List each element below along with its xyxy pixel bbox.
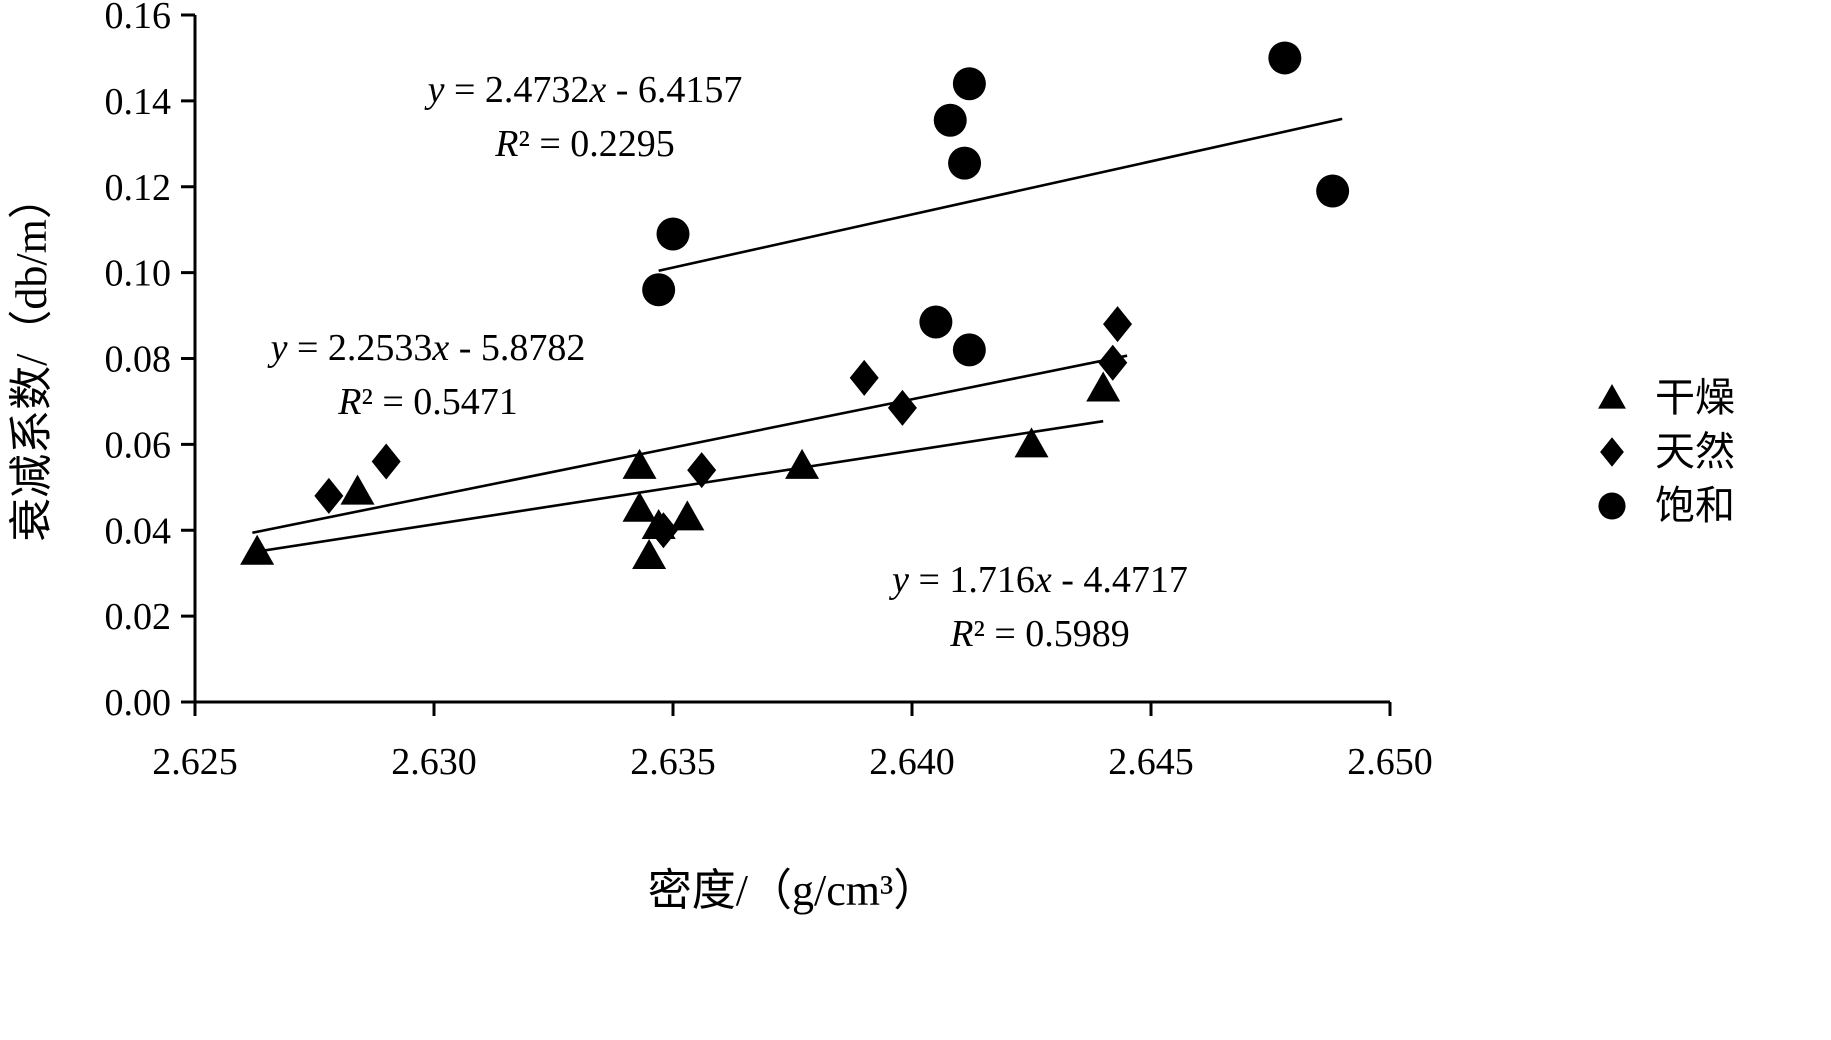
x-tick-label: 2.645 [1108,741,1194,783]
y-tick-label: 0.02 [105,596,172,638]
equation-label: y = 2.2533x - 5.8782 [267,327,586,369]
legend-label: 饱和 [1655,483,1735,528]
data-point-circle [1268,41,1302,75]
y-tick-label: 0.14 [105,81,172,123]
data-point-circle [948,146,982,180]
data-point-triangle [632,539,667,570]
r-squared-label: R² = 0.2295 [494,123,675,165]
data-point-circle [656,217,690,251]
legend-marker-triangle [1598,384,1626,409]
data-point-diamond [371,443,401,480]
y-tick-label: 0.04 [105,510,172,552]
y-tick-label: 0.08 [105,339,172,381]
y-tick-label: 0.16 [105,0,172,37]
y-tick-label: 0.06 [105,424,172,466]
data-point-diamond [314,477,344,514]
r-squared-label: R² = 0.5989 [949,613,1130,655]
data-point-triangle [240,534,275,565]
data-point-circle [642,273,676,307]
data-point-triangle [340,474,375,505]
data-point-diamond [887,389,917,426]
trendline-diamond [252,354,1128,535]
trendline-triangle [252,419,1104,554]
data-point-triangle [1086,371,1121,402]
data-point-triangle [622,448,657,479]
x-tick-label: 2.650 [1347,741,1433,783]
y-axis-title: 衰减系数/（db/m） [7,175,56,542]
legend-label: 天然 [1655,429,1735,474]
data-point-diamond [1098,344,1128,381]
data-point-circle [919,305,953,339]
data-point-diamond [1103,306,1133,343]
data-point-circle [952,333,986,367]
legend-marker-diamond [1600,437,1624,467]
data-point-triangle [670,500,705,531]
x-tick-label: 2.635 [630,741,716,783]
r-squared-label: R² = 0.5471 [337,381,518,423]
legend-label: 干燥 [1655,375,1735,420]
data-point-diamond [687,452,717,489]
data-point-triangle [1014,427,1049,458]
x-tick-label: 2.630 [391,741,477,783]
data-point-triangle [785,448,820,479]
data-point-triangle [622,491,657,522]
x-tick-label: 2.640 [869,741,955,783]
data-point-circle [933,103,967,137]
data-point-diamond [849,359,879,396]
y-tick-label: 0.10 [105,253,172,295]
data-point-diamond [648,512,678,549]
x-tick-label: 2.625 [152,741,238,783]
data-point-circle [952,67,986,101]
legend-marker-circle [1598,492,1626,520]
data-point-circle [1316,174,1350,208]
y-tick-label: 0.12 [105,167,172,209]
equation-label: y = 1.716x - 4.4717 [888,559,1188,601]
y-tick-label: 0.00 [105,682,172,724]
x-axis-title: 密度/（g/cm³） [648,866,937,915]
equation-label: y = 2.4732x - 6.4157 [424,69,743,111]
trendline-circle [658,117,1343,273]
